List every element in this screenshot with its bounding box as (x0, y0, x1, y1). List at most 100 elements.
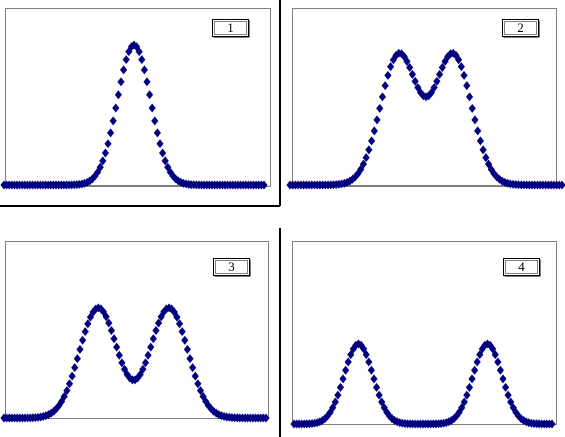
data-point-diamond-icon (141, 358, 150, 368)
data-point-diamond-icon (489, 344, 497, 354)
data-point-diamond-icon (373, 115, 381, 125)
data-point-diamond-icon (465, 92, 474, 102)
data-point-diamond-icon (65, 379, 74, 389)
data-point-diamond-icon (60, 391, 68, 401)
data-point-diamond-icon (331, 397, 339, 407)
label-frame (213, 258, 250, 276)
data-point-diamond-icon (433, 76, 441, 86)
data-point-diamond-icon (430, 83, 438, 93)
label-inner-frame (215, 260, 248, 274)
data-point-diamond-icon (96, 162, 104, 172)
data-point-diamond-icon (262, 413, 270, 423)
data-point-diamond-icon (112, 103, 120, 113)
data-point-diamond-icon (548, 419, 556, 429)
data-point-diamond-icon (370, 374, 378, 384)
label-frame (212, 19, 249, 37)
panel-label: 2 (517, 20, 524, 35)
data-point-diamond-icon (186, 354, 194, 364)
horizontal-divider-top (0, 205, 280, 207)
panel-label-box: 1 (212, 19, 250, 38)
data-point-diamond-icon (455, 55, 463, 65)
data-point-diamond-icon (342, 365, 350, 375)
data-point-diamond-icon (113, 342, 121, 352)
data-point-diamond-icon (156, 139, 164, 149)
data-point-diamond-icon (365, 357, 373, 367)
data-point-diamond-icon (159, 148, 167, 158)
data-point-diamond-icon (104, 139, 112, 149)
data-point-diamond-icon (460, 397, 468, 407)
data-point-diamond-icon (408, 69, 416, 79)
data-point-diamond-icon (99, 156, 107, 166)
label-inner-frame (505, 260, 538, 274)
data-point-diamond-icon (438, 63, 446, 72)
data-point-diamond-icon (178, 327, 186, 337)
data-point-diamond-icon (476, 350, 484, 360)
label-frame (503, 258, 540, 276)
panel-label: 1 (227, 20, 234, 35)
data-point-diamond-icon (360, 344, 368, 354)
data-point-diamond-icon (151, 116, 159, 126)
data-point-diamond-icon (347, 350, 355, 360)
data-series (290, 339, 556, 429)
data-point-diamond-icon (458, 403, 466, 413)
data-point-diamond-icon (493, 172, 501, 182)
data-point-diamond-icon (120, 65, 128, 75)
data-point-diamond-icon (484, 159, 493, 169)
data-point-diamond-icon (368, 136, 376, 146)
vertical-divider-top (279, 0, 281, 206)
data-point-diamond-icon (336, 382, 345, 392)
data-point-diamond-icon (436, 69, 444, 79)
data-point-diamond-icon (471, 115, 479, 125)
label-inner-frame (214, 21, 247, 35)
data-point-diamond-icon (173, 312, 181, 322)
data-point-diamond-icon (457, 62, 465, 72)
data-point-diamond-icon (378, 397, 386, 407)
chart-panel-4: 4 (290, 241, 557, 429)
data-point-diamond-icon (370, 126, 378, 136)
data-point-diamond-icon (406, 63, 414, 72)
data-point-diamond-icon (196, 386, 205, 396)
data-point-diamond-icon (381, 81, 389, 91)
data-series (0, 40, 268, 190)
panel-label-box: 2 (502, 19, 540, 38)
data-point-diamond-icon (183, 344, 191, 354)
data-point-diamond-icon (140, 65, 148, 75)
data-point-diamond-icon (329, 403, 337, 413)
data-point-diamond-icon (68, 371, 76, 381)
plot-frame (5, 8, 271, 187)
data-point-diamond-icon (372, 382, 381, 392)
data-point-diamond-icon (468, 103, 476, 113)
data-point-diamond-icon (122, 55, 130, 65)
data-point-diamond-icon (507, 397, 515, 407)
data-point-diamond-icon (501, 382, 510, 392)
panel-label-box: 4 (503, 258, 541, 277)
data-point-diamond-icon (138, 55, 146, 65)
data-point-diamond-icon (148, 103, 156, 113)
data-point-diamond-icon (260, 180, 268, 190)
data-point-diamond-icon (143, 77, 151, 87)
data-point-diamond-icon (147, 342, 155, 352)
data-point-diamond-icon (375, 390, 383, 400)
data-point-diamond-icon (107, 128, 115, 138)
chart-panel-2: 2 (286, 8, 565, 190)
panel-label: 3 (228, 259, 235, 274)
data-point-diamond-icon (118, 358, 126, 368)
data-point-diamond-icon (411, 76, 419, 86)
data-point-diamond-icon (491, 350, 499, 360)
data-point-diamond-icon (146, 90, 154, 100)
data-point-diamond-icon (471, 365, 479, 375)
data-point-diamond-icon (476, 136, 484, 146)
data-point-diamond-icon (135, 47, 143, 57)
data-point-diamond-icon (387, 62, 395, 72)
data-point-diamond-icon (362, 153, 370, 163)
data-point-diamond-icon (149, 334, 157, 344)
data-point-diamond-icon (76, 344, 84, 354)
data-point-diamond-icon (191, 371, 199, 381)
data-point-diamond-icon (403, 56, 411, 66)
data-point-diamond-icon (144, 350, 152, 360)
data-point-diamond-icon (384, 70, 392, 80)
data-point-diamond-icon (376, 103, 384, 113)
data-point-diamond-icon (153, 128, 161, 138)
data-point-diamond-icon (339, 374, 347, 384)
